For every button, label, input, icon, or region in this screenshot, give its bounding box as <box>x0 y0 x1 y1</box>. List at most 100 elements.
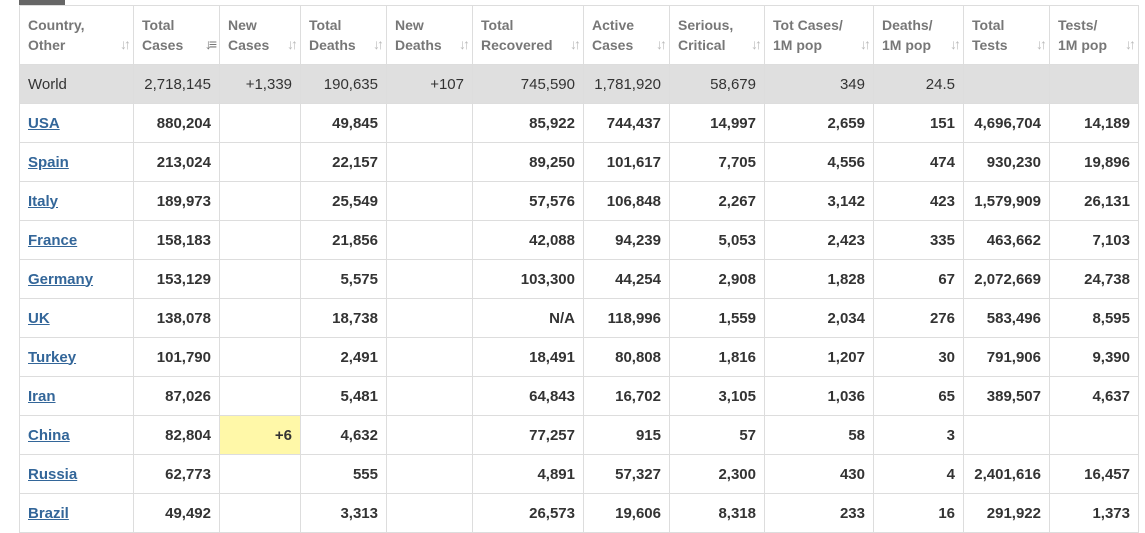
cell-deaths-per-1m: 151 <box>873 103 964 143</box>
table-row: Brazil 49,492 3,313 26,573 19,606 8,318 233 16 2… <box>19 493 1139 533</box>
column-header-total-cases[interactable]: Total Cases ↓≡ <box>133 5 220 65</box>
cell-deaths-per-1m: 3 <box>873 415 964 455</box>
cell-total-recovered: 89,250 <box>472 142 584 182</box>
cell-new-cases <box>219 220 301 260</box>
cell-total-recovered: 42,088 <box>472 220 584 260</box>
column-header-new-deaths[interactable]: New Deaths ↓↑ <box>386 5 473 65</box>
country-link[interactable]: Turkey <box>28 348 77 366</box>
column-header-line2: Tests <box>972 37 1008 53</box>
sort-desc-icon[interactable]: ↓≡ <box>204 36 217 52</box>
cell-country-other: China <box>19 415 134 455</box>
sort-icon[interactable]: ↓↑ <box>656 36 667 52</box>
country-link[interactable]: Russia <box>28 465 78 483</box>
cell-country-other: France <box>19 220 134 260</box>
sort-icon[interactable]: ↓↑ <box>1125 36 1136 52</box>
column-header-tests-per-1m[interactable]: Tests/1M pop ↓↑ <box>1049 5 1139 65</box>
column-header-new-cases[interactable]: New Cases ↓↑ <box>219 5 301 65</box>
column-header-serious-critical[interactable]: Serious, Critical ↓↑ <box>669 5 765 65</box>
cell-tot-cases-per-1m: 233 <box>764 493 874 533</box>
cell-country-other: Spain <box>19 142 134 182</box>
country-link[interactable]: USA <box>28 114 60 132</box>
cell-tests-per-1m: 24,738 <box>1049 259 1139 299</box>
column-header-tot-cases-per-1m[interactable]: Tot Cases/1M pop ↓↑ <box>764 5 874 65</box>
cell-new-cases <box>219 298 301 338</box>
cell-deaths-per-1m: 4 <box>873 454 964 494</box>
cell-tests-per-1m: 4,637 <box>1049 376 1139 416</box>
country-link[interactable]: Brazil <box>28 504 69 522</box>
cell-total-tests <box>963 415 1050 455</box>
cell-tot-cases-per-1m: 3,142 <box>764 181 874 221</box>
cell-tests-per-1m: 9,390 <box>1049 337 1139 377</box>
cell-tests-per-1m: 26,131 <box>1049 181 1139 221</box>
cell-new-deaths <box>386 142 473 182</box>
cell-serious-critical: 58,679 <box>669 64 765 104</box>
column-header-line1: Total <box>142 17 175 33</box>
table-row: Spain 213,024 22,157 89,250 101,617 7,705 4,55… <box>19 142 1139 182</box>
cell-new-cases <box>219 142 301 182</box>
coronavirus-stats-table: Country, Other ↓↑ Total Cases ↓≡ New Cases ↓↑ Tot… <box>19 5 1139 533</box>
table-row: Russia 62,773 555 4,891 57,327 2,300 430 4 2,401… <box>19 454 1139 494</box>
country-link[interactable]: China <box>28 426 70 444</box>
sort-icon[interactable]: ↓↑ <box>950 36 961 52</box>
cell-deaths-per-1m: 276 <box>873 298 964 338</box>
cell-total-recovered: 103,300 <box>472 259 584 299</box>
cell-new-deaths <box>386 493 473 533</box>
cell-total-deaths: 21,856 <box>300 220 387 260</box>
country-link[interactable]: UK <box>28 309 50 327</box>
country-link[interactable]: Italy <box>28 192 59 210</box>
column-header-line2: 1M pop <box>1058 37 1107 53</box>
cell-deaths-per-1m: 65 <box>873 376 964 416</box>
cell-tot-cases-per-1m: 58 <box>764 415 874 455</box>
cell-tests-per-1m: 16,457 <box>1049 454 1139 494</box>
cell-new-cases <box>219 181 301 221</box>
cell-country-other: Italy <box>19 181 134 221</box>
country-link[interactable]: Spain <box>28 153 69 171</box>
cell-tot-cases-per-1m: 2,423 <box>764 220 874 260</box>
cell-country-other: Iran <box>19 376 134 416</box>
column-header-active-cases[interactable]: Active Cases ↓↑ <box>583 5 670 65</box>
sort-icon[interactable]: ↓↑ <box>570 36 581 52</box>
cell-country-other: Turkey <box>19 337 134 377</box>
cell-total-cases: 138,078 <box>133 298 220 338</box>
column-header-line2: Recovered <box>481 37 553 53</box>
column-header-total-recovered[interactable]: Total Recovered ↓↑ <box>472 5 584 65</box>
cell-new-deaths <box>386 181 473 221</box>
cell-total-cases: 213,024 <box>133 142 220 182</box>
cell-total-deaths: 2,491 <box>300 337 387 377</box>
sort-icon[interactable]: ↓↑ <box>860 36 871 52</box>
country-link[interactable]: France <box>28 231 78 249</box>
cell-tot-cases-per-1m: 2,034 <box>764 298 874 338</box>
table-row: Italy 189,973 25,549 57,576 106,848 2,267 3,14… <box>19 181 1139 221</box>
sort-icon[interactable]: ↓↑ <box>287 36 298 52</box>
sort-icon[interactable]: ↓↑ <box>120 36 131 52</box>
cell-serious-critical: 1,816 <box>669 337 765 377</box>
column-header-deaths-per-1m[interactable]: Deaths/1M pop ↓↑ <box>873 5 964 65</box>
column-header-line1: Tot Cases/ <box>773 17 843 33</box>
sort-icon[interactable]: ↓↑ <box>751 36 762 52</box>
sort-icon[interactable]: ↓↑ <box>373 36 384 52</box>
cell-serious-critical: 2,267 <box>669 181 765 221</box>
cell-total-recovered: 745,590 <box>472 64 584 104</box>
cell-deaths-per-1m: 423 <box>873 181 964 221</box>
world-total-row: World 2,718,145 +1,339 190,635 +107 745,590 1,… <box>19 64 1139 104</box>
column-header-line1: Total <box>972 17 1005 33</box>
country-link[interactable]: Iran <box>28 387 56 405</box>
column-header-country-other[interactable]: Country, Other ↓↑ <box>19 5 134 65</box>
cell-total-tests: 1,579,909 <box>963 181 1050 221</box>
column-header-total-deaths[interactable]: Total Deaths ↓↑ <box>300 5 387 65</box>
country-link[interactable]: Germany <box>28 270 94 288</box>
sort-icon[interactable]: ↓↑ <box>1036 36 1047 52</box>
cell-serious-critical: 7,705 <box>669 142 765 182</box>
sort-icon[interactable]: ↓↑ <box>459 36 470 52</box>
cell-total-cases: 101,790 <box>133 337 220 377</box>
cell-active-cases: 101,617 <box>583 142 670 182</box>
cell-total-recovered: 64,843 <box>472 376 584 416</box>
cell-tests-per-1m: 14,189 <box>1049 103 1139 143</box>
cell-serious-critical: 57 <box>669 415 765 455</box>
cell-country-other: UK <box>19 298 134 338</box>
cell-new-cases <box>219 259 301 299</box>
cell-serious-critical: 5,053 <box>669 220 765 260</box>
column-header-line2: Deaths <box>309 37 356 53</box>
column-header-total-tests[interactable]: Total Tests ↓↑ <box>963 5 1050 65</box>
